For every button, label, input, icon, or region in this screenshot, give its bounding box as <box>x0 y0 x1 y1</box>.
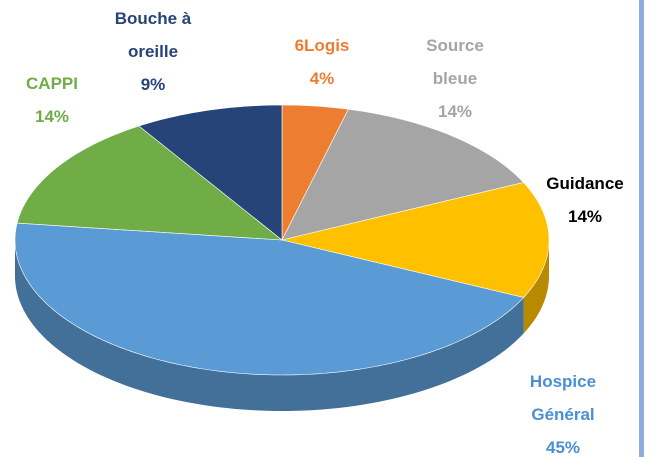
category-label: CAPPI <box>26 74 78 93</box>
slice <box>138 104 283 241</box>
data-label: Hospice Général 45% <box>518 365 608 457</box>
data-label: Guidance 14% <box>530 167 640 233</box>
slice-side <box>523 240 549 334</box>
value-label: 45% <box>545 438 581 457</box>
slice <box>281 108 525 241</box>
category-label: Source bleue <box>426 36 484 88</box>
frame-edge <box>639 0 644 457</box>
slice-side <box>15 240 524 411</box>
data-label: 6Logis 4% <box>277 29 367 95</box>
category-label: Hospice Général <box>529 372 597 424</box>
data-label: Bouche à oreille 9% <box>103 2 203 101</box>
data-label: Source bleue 14% <box>415 29 495 128</box>
data-label: CAPPI 14% <box>12 67 92 133</box>
slice <box>16 125 283 241</box>
category-label: Guidance <box>546 174 624 193</box>
value-label: 14% <box>567 207 603 226</box>
value-label: 14% <box>437 102 473 121</box>
value-label: 4% <box>309 69 335 88</box>
slice <box>281 104 349 241</box>
slice <box>14 222 525 376</box>
category-label: 6Logis <box>294 36 350 55</box>
category-label: Bouche à oreille <box>114 9 192 61</box>
value-label: 9% <box>140 75 166 94</box>
slice <box>281 182 550 298</box>
value-label: 14% <box>34 107 70 126</box>
